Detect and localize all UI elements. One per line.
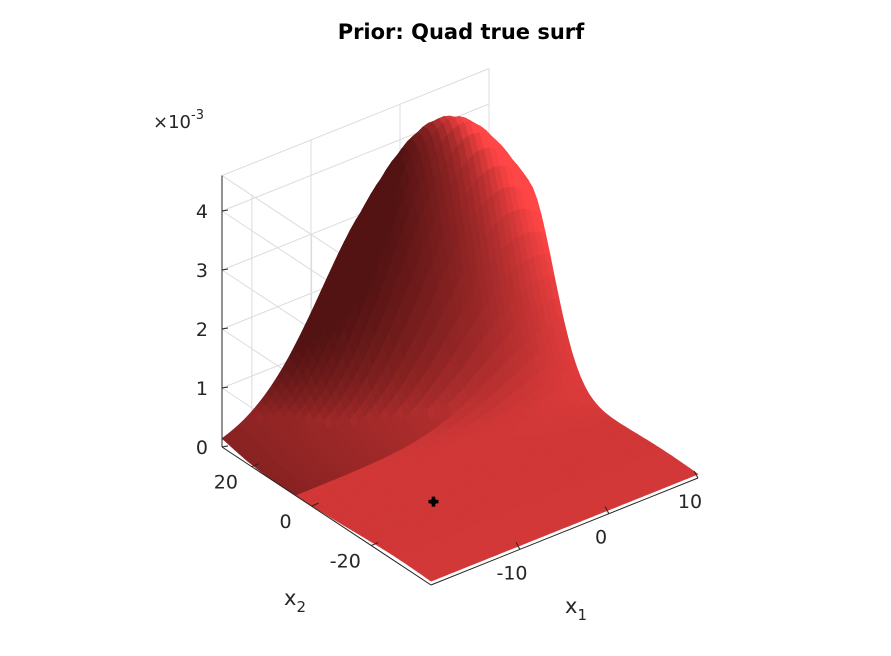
z-tick-mark: [221, 209, 229, 212]
tick-labels: -10 0 10 -20 0 20 0 1 2 3 4: [196, 201, 702, 584]
z-tick-label: 2: [196, 319, 208, 341]
x1-label-sub: 1: [577, 606, 587, 624]
surface-patch: [425, 575, 438, 582]
x1-tick-label: 10: [678, 491, 702, 513]
marker-dot: [430, 498, 437, 505]
z-tick-mark: [221, 327, 229, 330]
z-tick-label: 1: [196, 378, 208, 400]
z-tick-label: 4: [196, 201, 208, 223]
x2-tick-mark: [371, 542, 379, 547]
x2-label-base: x: [284, 586, 296, 610]
x2-axis-line: [221, 446, 432, 586]
x1-tick-label: -10: [496, 562, 527, 584]
z-tick-mark: [221, 386, 229, 389]
x2-tick-label: -20: [330, 551, 361, 573]
x1-axis-label: x1: [565, 594, 587, 624]
x2-tick-label: 0: [280, 511, 292, 533]
x1-tick-mark: [693, 470, 699, 479]
z-tick-label: 0: [196, 437, 208, 459]
z-exponent-base: ×10: [153, 112, 191, 133]
z-tick-label: 3: [196, 260, 208, 282]
x2-tick-label: 20: [214, 472, 238, 494]
x1-tick-label: 0: [595, 527, 607, 549]
x1-axis-line: [430, 477, 699, 586]
x2-tick-mark: [311, 502, 319, 507]
z-exponent-power: -3: [191, 108, 204, 123]
x1-tick-mark: [604, 506, 610, 514]
surface-plot: [221, 115, 699, 582]
x2-label-sub: 2: [296, 598, 306, 616]
x1-label-base: x: [565, 594, 577, 618]
z-exponent-label: ×10-3: [153, 108, 204, 133]
axes: [221, 175, 699, 586]
z-tick-mark: [221, 268, 229, 271]
x2-axis-label: x2: [284, 586, 306, 616]
z-tick-mark: [221, 445, 229, 448]
x1-tick-mark: [515, 542, 521, 550]
chart-title: Prior: Quad true surf: [338, 20, 585, 44]
x2-tick-mark: [251, 463, 260, 468]
